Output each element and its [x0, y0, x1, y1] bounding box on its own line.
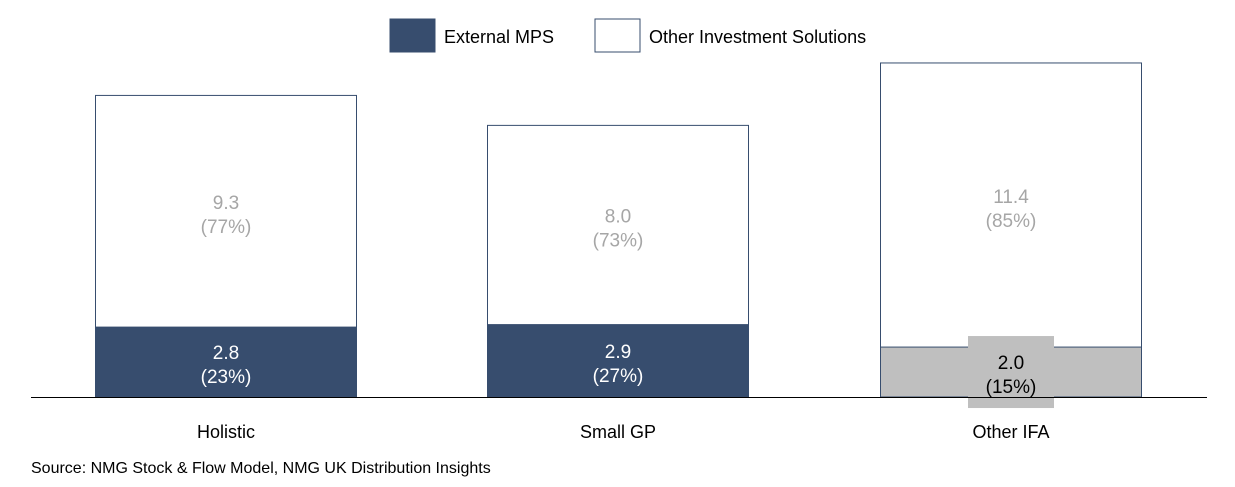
- legend-swatch-0: [389, 18, 436, 53]
- category-label-2: Other IFA: [972, 422, 1049, 442]
- label-mps-pct-0: (23%): [201, 367, 252, 388]
- label-mps-value-2: 2.0: [998, 353, 1024, 374]
- label-other-value-2: 11.4: [993, 187, 1029, 208]
- bar-mps-1: [487, 324, 749, 398]
- bar-other-0: [95, 94, 357, 329]
- category-label-1: Small GP: [580, 422, 656, 442]
- source-note: Source: NMG Stock & Flow Model, NMG UK D…: [31, 460, 491, 477]
- legend-label-0: External MPS: [444, 27, 554, 47]
- label-other-value-1: 8.0: [605, 207, 631, 228]
- label-mps-pct-2: (15%): [986, 377, 1037, 398]
- legend-swatch-1: [594, 18, 641, 53]
- bar-mps-0: [95, 326, 357, 398]
- label-other-pct-2: (85%): [986, 211, 1037, 232]
- label-box-mps-2: [968, 336, 1054, 409]
- label-other-pct-0: (77%): [201, 217, 252, 238]
- label-mps-value-0: 2.8: [213, 343, 239, 364]
- label-other-pct-1: (73%): [593, 231, 644, 252]
- label-other-value-0: 9.3: [213, 193, 239, 214]
- bar-other-1: [487, 124, 749, 326]
- bar-other-2: [880, 62, 1142, 349]
- label-mps-value-1: 2.9: [605, 342, 631, 363]
- label-mps-pct-1: (27%): [593, 366, 644, 387]
- category-label-0: Holistic: [197, 422, 255, 442]
- legend-label-1: Other Investment Solutions: [649, 27, 866, 47]
